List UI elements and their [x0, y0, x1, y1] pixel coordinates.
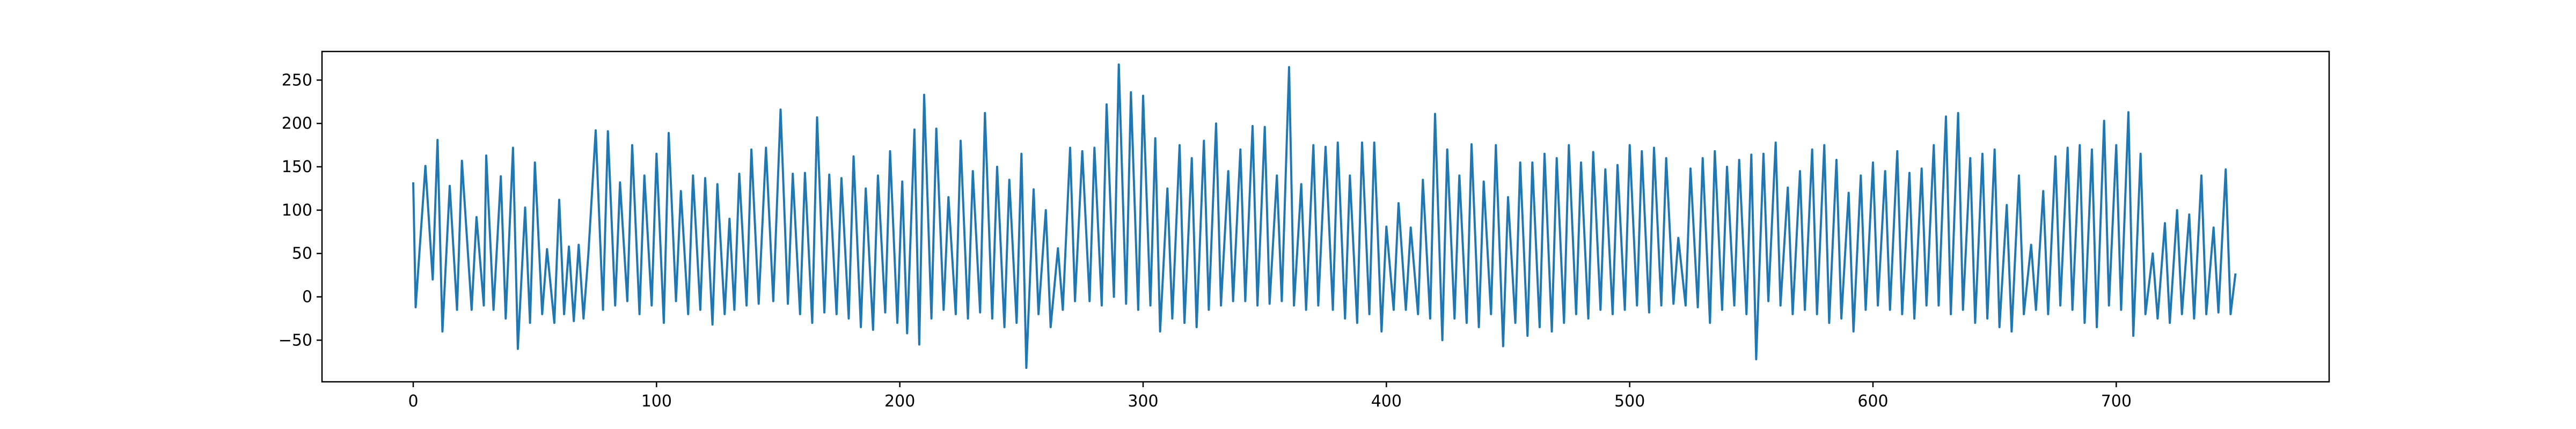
y-tick-label: 0	[302, 288, 312, 307]
series-line	[412, 63, 2237, 369]
x-tick-label: 100	[641, 392, 672, 411]
y-tick-label: −50	[279, 331, 312, 350]
y-tick-label: 50	[292, 245, 312, 263]
x-tick-label: 700	[2101, 392, 2132, 411]
plot-area	[412, 63, 2237, 369]
y-tick-label: 100	[282, 201, 312, 220]
x-tick-label: 300	[1128, 392, 1158, 411]
y-tick-label: 200	[282, 114, 312, 133]
plot-frame	[321, 50, 2330, 383]
x-tick-label: 200	[884, 392, 915, 411]
x-tick-label: 0	[408, 392, 418, 411]
x-axis: 0 100 200 300 400 500 600 700	[408, 382, 2132, 411]
x-tick-label: 600	[1857, 392, 1888, 411]
y-tick-label: 250	[282, 71, 312, 90]
y-axis: −50 0 50 100 150 200 250	[279, 71, 322, 350]
y-tick-label: 150	[282, 158, 312, 176]
x-tick-label: 400	[1371, 392, 1402, 411]
x-tick-label: 500	[1614, 392, 1645, 411]
